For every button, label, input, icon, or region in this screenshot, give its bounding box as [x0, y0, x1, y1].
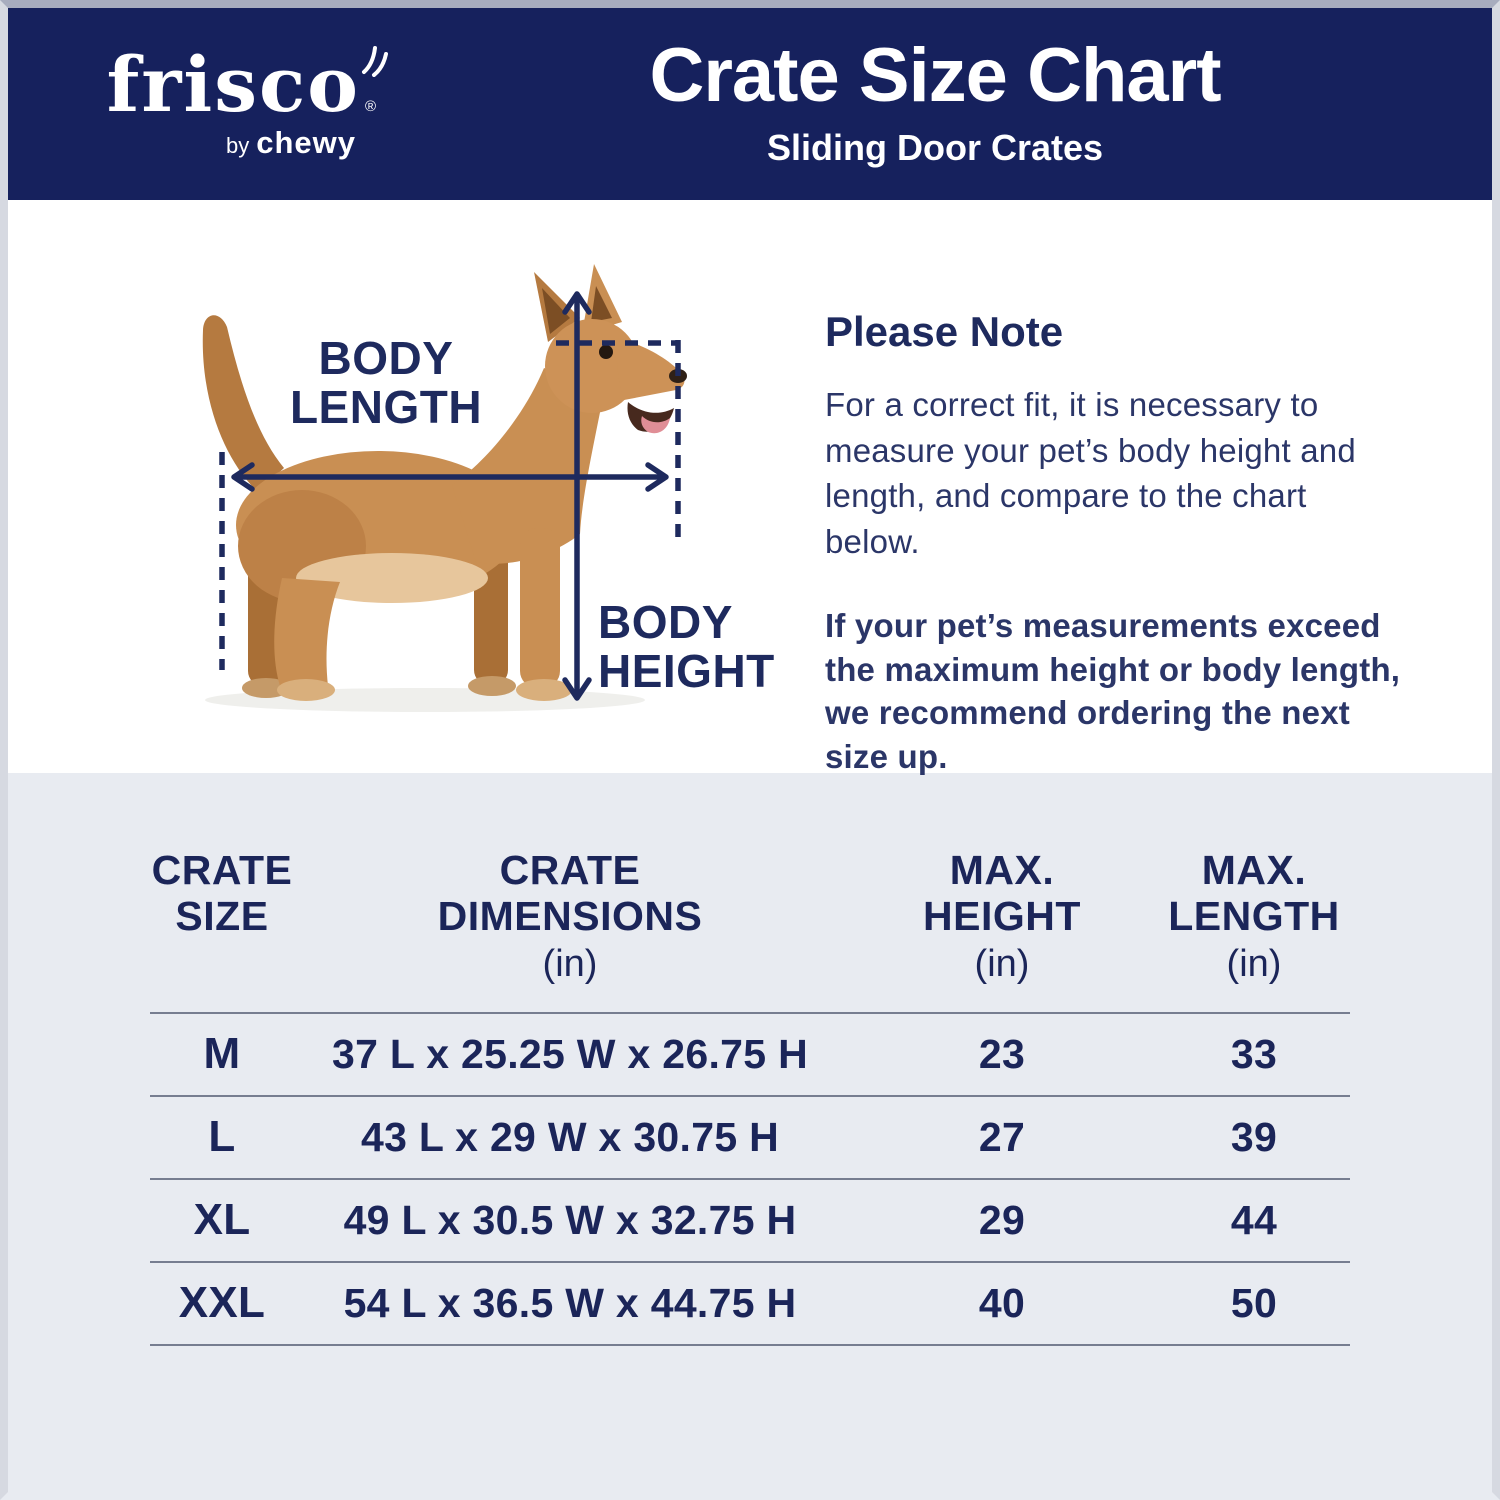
frisco-logo-text: frisco — [106, 40, 360, 129]
page-title: Crate Size Chart — [649, 33, 1221, 118]
body-length-arrow — [231, 462, 669, 492]
max-height-value: 23 — [978, 1030, 1026, 1077]
crate-size-value: M — [203, 1029, 241, 1079]
byline-prefix: by — [225, 133, 250, 158]
byline: by chewy — [226, 125, 356, 161]
table-row: M 37 L x 25.25 W x 26.75 H 23 33 — [150, 1014, 1350, 1095]
size-table: CRATE SIZE CRATE DIMENSIONS (in) MAX. HE… — [150, 773, 1350, 1346]
header: frisco ® by chewy Crate Size Chart Slidi… — [8, 8, 1492, 200]
max-height-value: 29 — [978, 1196, 1026, 1243]
crate-dimensions-value: 37 L x 25.25 W x 26.75 H — [332, 1030, 808, 1077]
dog-photo — [202, 264, 687, 712]
max-length-header: MAX. LENGTH (in) — [1158, 847, 1350, 986]
max-length-value: 39 — [1230, 1113, 1278, 1160]
table-row: XXL 54 L x 36.5 W x 44.75 H 40 50 — [150, 1263, 1350, 1344]
head-reference-dashed-lines — [556, 340, 681, 538]
crate-size-value: XXL — [178, 1278, 266, 1328]
max-height-value: 40 — [978, 1279, 1026, 1326]
max-height-value: 27 — [978, 1113, 1026, 1160]
column-unit: (in) — [542, 942, 598, 985]
please-note-panel: Please Note For a correct fit, it is nec… — [825, 308, 1405, 778]
table-divider — [150, 1177, 1350, 1180]
crate-size-value: L — [208, 1112, 236, 1162]
crate-dimensions-value: 49 L x 30.5 W x 32.75 H — [343, 1196, 797, 1243]
table-row: L 43 L x 29 W x 30.75 H 27 39 — [150, 1097, 1350, 1178]
table-divider — [150, 1011, 1350, 1014]
crate-dimensions-value: 54 L x 36.5 W x 44.75 H — [343, 1279, 797, 1326]
max-length-value: 44 — [1230, 1196, 1278, 1243]
note-title: Please Note — [825, 308, 1064, 355]
max-height-header: MAX. HEIGHT (in) — [846, 847, 1158, 986]
body-height-label: BODY HEIGHT — [598, 596, 775, 697]
measurement-section: BODY LENGTH BODY HEIGHT Please Note For … — [8, 200, 1492, 775]
size-table-section: CRATE SIZE CRATE DIMENSIONS (in) MAX. HE… — [8, 773, 1492, 1492]
crate-size-value: XL — [193, 1195, 251, 1245]
crate-size-header: CRATE SIZE — [151, 847, 293, 939]
crate-dimensions-value: 43 L x 29 W x 30.75 H — [360, 1113, 780, 1160]
note-paragraph-bold: If your pet’s measurements exceed the ma… — [825, 607, 1401, 775]
table-header-row: CRATE SIZE CRATE DIMENSIONS (in) MAX. HE… — [150, 847, 1350, 986]
table-divider — [150, 1343, 1350, 1346]
table-divider — [150, 1094, 1350, 1097]
note-paragraph: For a correct fit, it is necessary to me… — [825, 386, 1356, 560]
page-subtitle: Sliding Door Crates — [766, 127, 1104, 168]
crate-dimensions-header: CRATE DIMENSIONS (in) — [294, 847, 846, 986]
chewy-logo-text: chewy — [256, 125, 356, 160]
column-unit: (in) — [974, 942, 1030, 985]
dog-measurement-diagram: BODY LENGTH BODY HEIGHT — [130, 230, 830, 750]
tail-flick-icon — [362, 46, 388, 77]
max-length-value: 50 — [1230, 1279, 1278, 1326]
registered-mark-icon: ® — [364, 98, 376, 115]
frisco-logo: frisco ® by chewy — [72, 46, 388, 161]
table-row: XL 49 L x 30.5 W x 32.75 H 29 44 — [150, 1180, 1350, 1261]
body-length-label: BODY LENGTH — [289, 332, 483, 433]
title-block: Crate Size Chart Sliding Door Crates — [378, 38, 1492, 170]
body-height-arrow — [562, 291, 592, 701]
max-length-value: 33 — [1230, 1030, 1278, 1077]
table-divider — [150, 1260, 1350, 1263]
column-unit: (in) — [1226, 942, 1282, 985]
